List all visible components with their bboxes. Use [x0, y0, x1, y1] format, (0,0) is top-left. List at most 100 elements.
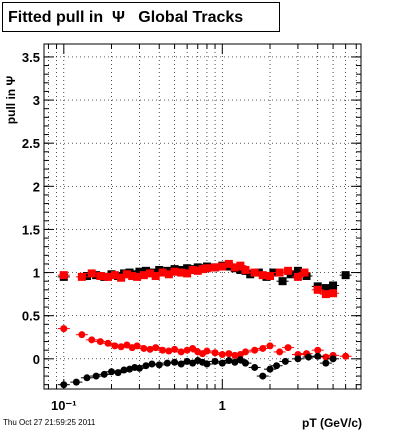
data-point	[231, 358, 239, 366]
data-point	[259, 372, 267, 380]
data-point	[72, 378, 80, 386]
axes: 0 0.5 1 1.5 2 2.5 3 3.5 10⁻¹ 1	[22, 44, 361, 413]
data-point	[258, 271, 267, 280]
data-point	[314, 346, 322, 354]
y-tick-label: 0	[33, 352, 40, 367]
data-point	[142, 362, 150, 370]
data-point	[276, 348, 284, 356]
data-point	[231, 351, 239, 359]
data-point	[329, 355, 337, 363]
data-point	[300, 268, 309, 277]
data-point	[211, 349, 219, 357]
data-point	[329, 281, 338, 290]
x-tick-label: 10⁻¹	[51, 398, 77, 413]
data-point	[211, 263, 220, 272]
data-point	[87, 269, 96, 278]
data-point	[273, 362, 281, 370]
data-point	[241, 348, 249, 356]
data-point	[111, 342, 119, 350]
data-point	[259, 344, 267, 352]
data-point	[329, 289, 338, 298]
data-point	[266, 342, 274, 350]
data-point	[342, 352, 350, 360]
data-point	[59, 271, 68, 280]
y-tick-label: 0.5	[22, 309, 40, 324]
data-point	[224, 259, 233, 268]
data-point	[218, 351, 226, 358]
data-point	[193, 266, 202, 275]
data-point	[218, 262, 227, 271]
data-point	[225, 350, 233, 358]
data-point	[151, 272, 160, 281]
data-point	[225, 357, 233, 365]
data-point	[236, 356, 244, 364]
data-point	[278, 277, 287, 286]
data-point	[148, 360, 156, 368]
plot-frame	[44, 44, 361, 389]
data-point	[114, 369, 122, 377]
data-point	[294, 355, 302, 363]
data-point	[128, 272, 137, 281]
data-point	[135, 364, 143, 372]
data-point	[77, 272, 86, 281]
data-point	[293, 266, 302, 275]
data-point	[82, 272, 91, 281]
data-point	[146, 269, 155, 278]
timestamp: Thu Oct 27 21:59:25 2011	[3, 418, 96, 427]
data-point	[133, 342, 141, 350]
data-point	[241, 265, 250, 274]
data-point	[321, 284, 330, 293]
data-point	[322, 359, 330, 367]
data-point	[218, 359, 226, 367]
data-point	[152, 344, 160, 352]
data-point	[188, 265, 197, 274]
data-point	[251, 363, 259, 371]
data-point	[211, 357, 219, 365]
data-point	[183, 264, 192, 273]
data-point	[96, 338, 104, 346]
data-point	[78, 331, 86, 339]
data-point	[230, 263, 239, 272]
y-tick-label: 3	[33, 93, 40, 108]
data-point	[108, 368, 116, 376]
data-point	[100, 370, 108, 378]
data-point	[177, 360, 185, 368]
data-point	[177, 268, 186, 277]
y-tick-label: 1	[33, 266, 40, 281]
data-point	[202, 264, 211, 273]
data-point	[141, 266, 150, 275]
data-point	[183, 269, 192, 278]
y-tick-label: 1.5	[22, 222, 40, 237]
data-point	[250, 268, 259, 277]
data-point	[123, 341, 131, 349]
data-point	[96, 272, 105, 281]
data-point	[177, 348, 185, 356]
data-point	[241, 359, 249, 367]
chart-title-box: Fitted pull in Ψ Global Tracks	[2, 2, 280, 32]
data-point	[158, 268, 167, 277]
x-tick-label: 1	[219, 398, 226, 413]
data-point	[236, 261, 245, 270]
y-axis-label: pull in Ψ	[4, 76, 18, 125]
data-point	[284, 344, 292, 352]
chart-title: Fitted pull in Ψ Global Tracks	[8, 9, 244, 26]
data-point	[133, 272, 142, 281]
data-point	[103, 272, 112, 281]
data-point	[275, 268, 284, 277]
y-tick-label: 3.5	[22, 50, 40, 65]
data-point	[170, 267, 179, 276]
data-point	[266, 365, 274, 373]
data-point	[203, 347, 211, 355]
data-point	[198, 265, 207, 274]
data-point	[60, 325, 68, 333]
data-point	[266, 272, 275, 281]
data-point	[189, 344, 197, 352]
data-point	[164, 270, 173, 279]
data-point	[92, 271, 101, 280]
data-point	[322, 353, 330, 361]
data-point	[159, 346, 167, 354]
data-point	[163, 359, 171, 367]
data-point	[305, 353, 313, 361]
series-1	[57, 259, 340, 299]
data-point	[139, 271, 148, 280]
